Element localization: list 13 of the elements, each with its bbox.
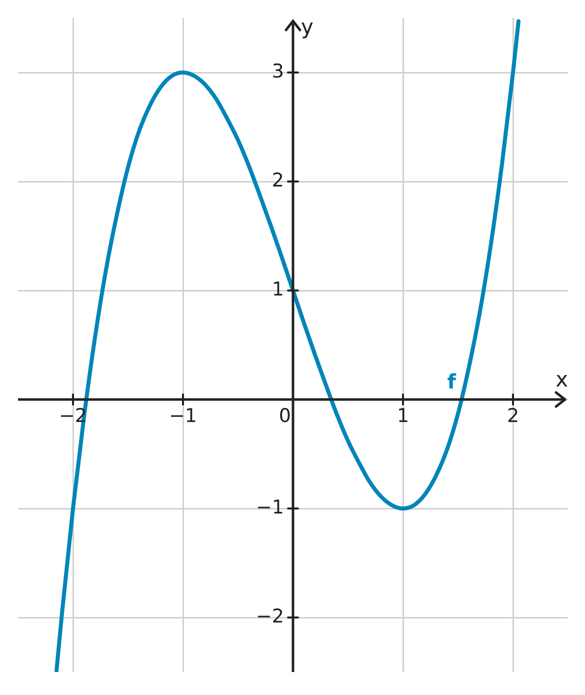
x-tick-label: −1 [168,404,198,427]
y-tick-label: 2 [272,169,284,192]
x-tick-label: 0 [278,404,292,427]
y-tick-label: −2 [256,605,284,628]
x-tick-label: 1 [396,404,410,427]
line-series [54,19,520,672]
y-tick-label: 1 [272,278,284,300]
y-tick-label: −1 [256,496,284,518]
x-axis-title: x [556,367,568,392]
y-tick-label: 3 [272,60,284,82]
series-label: f [447,370,456,394]
x-tick-label: 2 [506,404,520,427]
y-axis-title: y [301,14,314,39]
